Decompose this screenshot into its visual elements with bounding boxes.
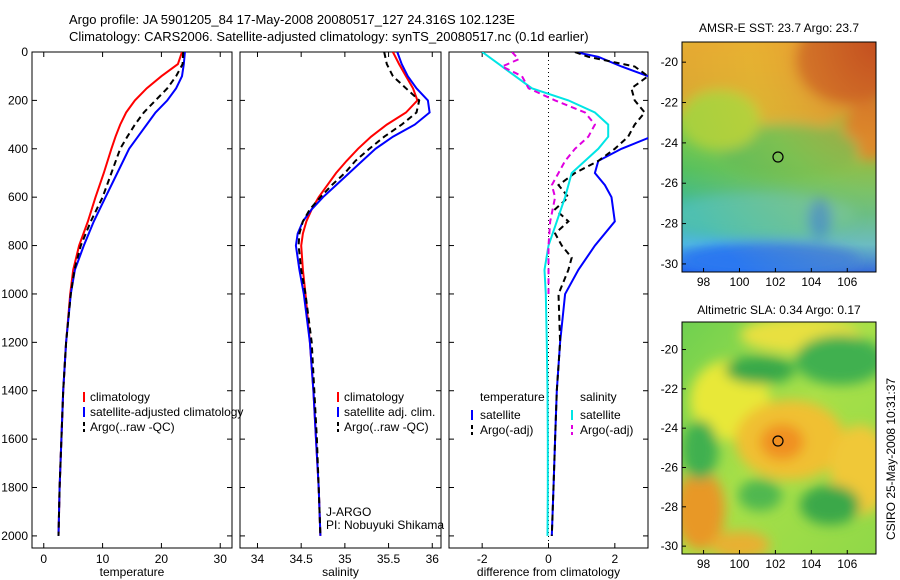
series-line-satellite-adj-clim- <box>294 52 431 536</box>
map-ticks: 98 100 102 104 106 -20 -22 -24 -26 -28 -30 98 100 102… <box>661 55 858 571</box>
map-y-tick-label: -30 <box>661 257 679 271</box>
map-x-tick-label: 100 <box>729 557 749 571</box>
map-y-tick-label: -22 <box>661 382 679 396</box>
x-tick-label: 30 <box>214 552 228 566</box>
sla-map-title: Altimetric SLA: 0.34 Argo: 0.17 <box>697 303 861 317</box>
map-x-tick-label: 104 <box>801 557 821 571</box>
x-tick-label: 35 <box>338 552 352 566</box>
legend-label: climatology <box>344 390 404 404</box>
sst-argo-marker <box>772 151 784 163</box>
map-x-tick-label: 102 <box>765 557 785 571</box>
x-tick-label: 10 <box>96 552 110 566</box>
sst-map-title: AMSR-E SST: 23.7 Argo: 23.7 <box>699 21 859 35</box>
legend-label: Argo(..raw -QC) <box>90 420 175 434</box>
legend-group-title: temperature <box>480 390 545 404</box>
map-y-tick-label: -28 <box>661 217 679 231</box>
title-line-2: Climatology: CARS2006. Satellite-adjuste… <box>69 29 589 44</box>
legend-label: satellite <box>480 408 521 422</box>
legend-label: satellite adj. clim. <box>344 405 435 419</box>
pi-annotation: PI: Nobuyuki Shikama <box>326 518 444 532</box>
y-tick-label: 1400 <box>1 384 28 398</box>
map-x-tick-label: 104 <box>801 275 821 289</box>
y-tick-label: 2000 <box>1 529 28 543</box>
map-y-tick-label: -24 <box>661 136 679 150</box>
sst-map-frame <box>681 41 877 273</box>
x-tick-label: 36 <box>426 552 440 566</box>
series-line-argo-raw-qc- <box>57 52 185 536</box>
y-tick-label: 1600 <box>1 432 28 446</box>
map-y-tick-label: -24 <box>661 421 679 435</box>
map-x-tick-label: 106 <box>837 275 857 289</box>
salinity-axes-frame <box>239 51 442 549</box>
legend-label: Argo(-adj) <box>480 423 533 437</box>
map-y-tick-label: -20 <box>661 343 679 357</box>
map-x-tick-label: 98 <box>697 557 711 571</box>
salinity-xlabel: salinity <box>322 565 359 579</box>
map-x-tick-label: 106 <box>837 557 857 571</box>
legend-label: satellite-adjusted climatology <box>90 405 243 419</box>
sla-map-frame <box>681 321 877 555</box>
sla-argo-marker <box>772 435 784 447</box>
profile-panels: 0 10 20 30temperature0200400600800100012001… <box>1 45 649 579</box>
pi-annotation: J-ARGO <box>326 505 371 519</box>
legend-label: climatology <box>90 390 150 404</box>
sst-map <box>681 41 877 273</box>
map-y-tick-label: -22 <box>661 96 679 110</box>
temperature-xlabel: temperature <box>100 565 165 579</box>
map-x-tick-label: 100 <box>729 275 749 289</box>
x-tick-label: 0 <box>40 552 47 566</box>
difference-series <box>481 52 648 536</box>
y-tick-label: 1800 <box>1 481 28 495</box>
y-tick-label: 200 <box>8 93 28 107</box>
series-line-temperature-argo-adj- <box>550 52 648 536</box>
series-line-argo-raw-qc- <box>297 52 421 536</box>
salinity-series <box>294 52 431 536</box>
x-tick-label: 34 <box>251 552 265 566</box>
map-y-tick-label: -30 <box>661 539 679 553</box>
difference-legend: temperaturesatelliteArgo(-adj)salinitysa… <box>471 390 633 437</box>
x-tick-label: 34.5 <box>289 552 313 566</box>
x-tick-label: 35.5 <box>377 552 401 566</box>
x-tick-label: 20 <box>155 552 169 566</box>
map-y-tick-label: -20 <box>661 55 679 69</box>
temperature-panel: 0 10 20 30 temperature 0 200 400 600 800 1000 1200 1… <box>1 45 233 579</box>
y-tick-label: 1000 <box>1 287 28 301</box>
map-y-tick-label: -26 <box>661 460 679 474</box>
map-y-tick-label: -28 <box>661 500 679 514</box>
legend-label: satellite <box>580 408 621 422</box>
x-tick-label: 2 <box>611 552 618 566</box>
y-tick-label: 600 <box>8 190 28 204</box>
legend-label: Argo(..raw -QC) <box>344 420 429 434</box>
series-line-salinity-argo-adj- <box>499 52 597 294</box>
map-x-tick-label: 102 <box>765 275 785 289</box>
title-line-1: Argo profile: JA 5901205_84 17-May-2008 … <box>69 12 515 27</box>
y-tick-label: 400 <box>8 142 28 156</box>
y-tick-label: 0 <box>21 45 28 59</box>
salinity-panel: 34 34.5 35 35.5 36 salinity <box>239 51 442 579</box>
legend-label: Argo(-adj) <box>580 423 633 437</box>
y-tick-label: 800 <box>8 239 28 253</box>
series-line-salinity-satellite <box>481 52 610 536</box>
x-tick-label: 0 <box>545 552 552 566</box>
temperature-axes-frame <box>31 51 233 549</box>
difference-xlabel: difference from climatology <box>477 565 620 579</box>
sla-map <box>681 321 877 555</box>
map-x-tick-label: 98 <box>697 275 711 289</box>
map-y-tick-label: -26 <box>661 176 679 190</box>
x-tick-label: -2 <box>477 552 488 566</box>
temperature-series <box>57 52 186 536</box>
y-tick-label: 1200 <box>1 335 28 349</box>
legend-group-title: salinity <box>580 390 617 404</box>
